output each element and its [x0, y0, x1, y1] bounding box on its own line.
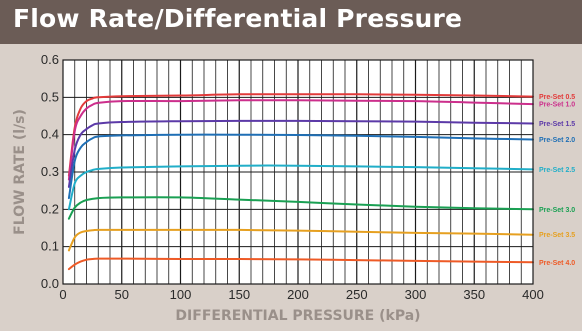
series-line-pre-set-2-0	[67, 133, 534, 200]
series-label-pre-set-1-0: Pre-Set 1.0	[539, 102, 575, 109]
series-line-pre-set-3-0	[67, 196, 534, 220]
series-line-pre-set-3-5	[67, 228, 534, 252]
series-line-pre-set-1-5	[67, 119, 534, 188]
series-line-pre-set-4-0	[67, 257, 534, 271]
y-tick-label: 0.3	[41, 164, 59, 179]
x-axis-label: DIFFERENTIAL PRESSURE (kPa)	[175, 308, 420, 324]
x-tick-label: 150	[228, 287, 250, 302]
y-tick-labels: 0.0 0.1 0.2 0.3 0.4 0.5 0.6	[41, 52, 59, 291]
series-label-pre-set-1-5: Pre-Set 1.5	[539, 121, 575, 128]
series-label-pre-set-3-5: Pre-Set 3.5	[539, 232, 575, 239]
y-tick-label: 0.2	[41, 201, 59, 216]
series-label-pre-set-4-0: Pre-Set 4.0	[539, 260, 575, 267]
x-tick-label: 300	[405, 287, 427, 302]
x-tick-label: 250	[346, 287, 368, 302]
series-line-pre-set-2-5	[67, 164, 534, 211]
series-line-pre-set-1-0	[67, 99, 534, 181]
series-label-pre-set-2-5: Pre-Set 2.5	[539, 167, 575, 174]
x-tick-label: 350	[463, 287, 485, 302]
plot-border	[62, 59, 534, 285]
x-tick-label: 100	[170, 287, 192, 302]
y-tick-label: 0.6	[41, 52, 59, 67]
series-line-pre-set-0-5	[67, 93, 534, 177]
header-bar: Flow Rate/Differential Pressure	[0, 0, 582, 44]
series-label-pre-set-0-5: Pre-Set 0.5	[539, 94, 575, 101]
y-axis-label: FLOW RATE (l/s)	[12, 109, 28, 235]
x-tick-labels: 0 50 100 150 200 250 300 350 400	[59, 287, 543, 302]
y-tick-label: 0.0	[41, 276, 59, 291]
x-tick-label: 0	[59, 287, 66, 302]
y-tick-label: 0.1	[41, 239, 59, 254]
series-label-pre-set-2-0: Pre-Set 2.0	[539, 137, 575, 144]
y-tick-label: 0.4	[41, 127, 59, 142]
x-tick-label: 400	[522, 287, 544, 302]
series-label-pre-set-3-0: Pre-Set 3.0	[539, 207, 575, 214]
x-tick-label: 50	[115, 287, 129, 302]
y-tick-label: 0.5	[41, 89, 59, 104]
x-tick-label: 200	[287, 287, 309, 302]
page-title: Flow Rate/Differential Pressure	[13, 4, 463, 33]
series-lines	[67, 93, 534, 271]
